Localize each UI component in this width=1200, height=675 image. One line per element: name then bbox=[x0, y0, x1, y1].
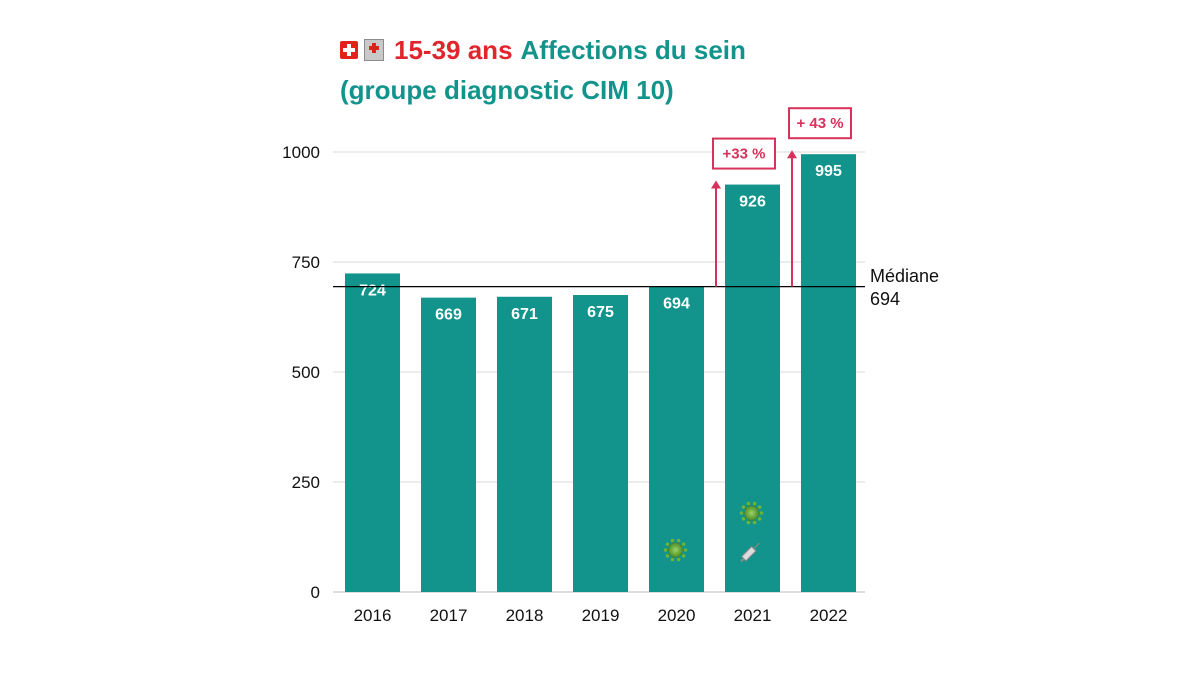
virus-spike-tip bbox=[741, 505, 746, 509]
swiss-flag-icon bbox=[340, 41, 358, 59]
virus-spike-tip bbox=[739, 511, 744, 515]
bar-2020 bbox=[649, 286, 704, 592]
bar-value-label-2018: 671 bbox=[511, 306, 538, 323]
virus-spike-tip bbox=[681, 554, 686, 558]
x-tick-label-2021: 2021 bbox=[734, 606, 772, 625]
title-subtitle: (groupe diagnostic CIM 10) bbox=[340, 75, 674, 105]
y-tick-label-250: 250 bbox=[292, 473, 320, 492]
increase-arrowhead-2021 bbox=[711, 180, 721, 189]
bar-2022 bbox=[801, 154, 856, 592]
virus-icon bbox=[663, 538, 688, 562]
x-tick-label-2016: 2016 bbox=[354, 606, 392, 625]
virus-spike-tip bbox=[681, 542, 686, 546]
title-line-1: 15-39 ans Affections du sein bbox=[340, 30, 746, 70]
increase-arrowhead-2022 bbox=[787, 150, 797, 159]
virus-spike-tip bbox=[665, 542, 670, 546]
x-tick-label-2020: 2020 bbox=[658, 606, 696, 625]
syringe-needle bbox=[753, 542, 760, 550]
title-age-range: 15-39 ans bbox=[394, 35, 513, 65]
y-tick-label-0: 0 bbox=[311, 583, 320, 602]
bar-2021 bbox=[725, 184, 780, 592]
syringe-icon bbox=[740, 542, 760, 563]
bar-value-label-2016: 724 bbox=[359, 282, 386, 299]
virus-spike-tip bbox=[757, 517, 762, 521]
virus-spike-tip bbox=[752, 520, 757, 525]
y-tick-label-1000: 1000 bbox=[282, 143, 320, 162]
x-tick-label-2018: 2018 bbox=[506, 606, 544, 625]
bar-value-label-2022: 995 bbox=[815, 163, 842, 180]
virus-spike-tip bbox=[759, 511, 764, 515]
median-value-label: 694 bbox=[870, 289, 900, 309]
median-label: Médiane bbox=[870, 266, 939, 286]
bar-2016 bbox=[345, 273, 400, 592]
y-tick-label-500: 500 bbox=[292, 363, 320, 382]
virus-spike-tip bbox=[683, 548, 688, 552]
virus-spike-tip bbox=[752, 501, 757, 506]
callout-text-2021: +33 % bbox=[723, 146, 766, 163]
virus-spike-tip bbox=[665, 554, 670, 558]
virus-spike-tip bbox=[670, 538, 675, 543]
callout-box-2022 bbox=[788, 107, 852, 140]
bar-2019 bbox=[573, 295, 628, 592]
bar-value-label-2021: 926 bbox=[739, 194, 766, 211]
virus-spike-tip bbox=[663, 548, 668, 552]
y-tick-label-750: 750 bbox=[292, 253, 320, 272]
virus-spike-tip bbox=[670, 557, 675, 562]
virus-spike-tip bbox=[746, 501, 751, 506]
bar-value-label-2020: 694 bbox=[663, 296, 690, 313]
callout-text-2022: + 43 % bbox=[796, 115, 843, 132]
syringe-plunger bbox=[740, 557, 745, 563]
virus-spike-tip bbox=[746, 520, 751, 525]
title-topic: Affections du sein bbox=[520, 35, 746, 65]
virus-spike-tip bbox=[676, 538, 681, 543]
virus-spike-tip bbox=[676, 557, 681, 562]
x-tick-label-2017: 2017 bbox=[430, 606, 468, 625]
virus-spike-tip bbox=[741, 517, 746, 521]
x-tick-label-2019: 2019 bbox=[582, 606, 620, 625]
chart-title: 15-39 ans Affections du sein (groupe dia… bbox=[340, 30, 746, 110]
virus-body bbox=[744, 506, 759, 520]
x-tick-label-2022: 2022 bbox=[810, 606, 848, 625]
virus-body bbox=[668, 543, 683, 557]
bar-value-label-2017: 669 bbox=[435, 307, 462, 324]
bar-2017 bbox=[421, 297, 476, 592]
bar-value-label-2019: 675 bbox=[587, 304, 614, 321]
callout-box-2021 bbox=[712, 137, 776, 170]
bar-2018 bbox=[497, 296, 552, 592]
hospital-icon bbox=[364, 39, 384, 61]
virus-icon bbox=[739, 501, 764, 525]
virus-spike-tip bbox=[757, 505, 762, 509]
